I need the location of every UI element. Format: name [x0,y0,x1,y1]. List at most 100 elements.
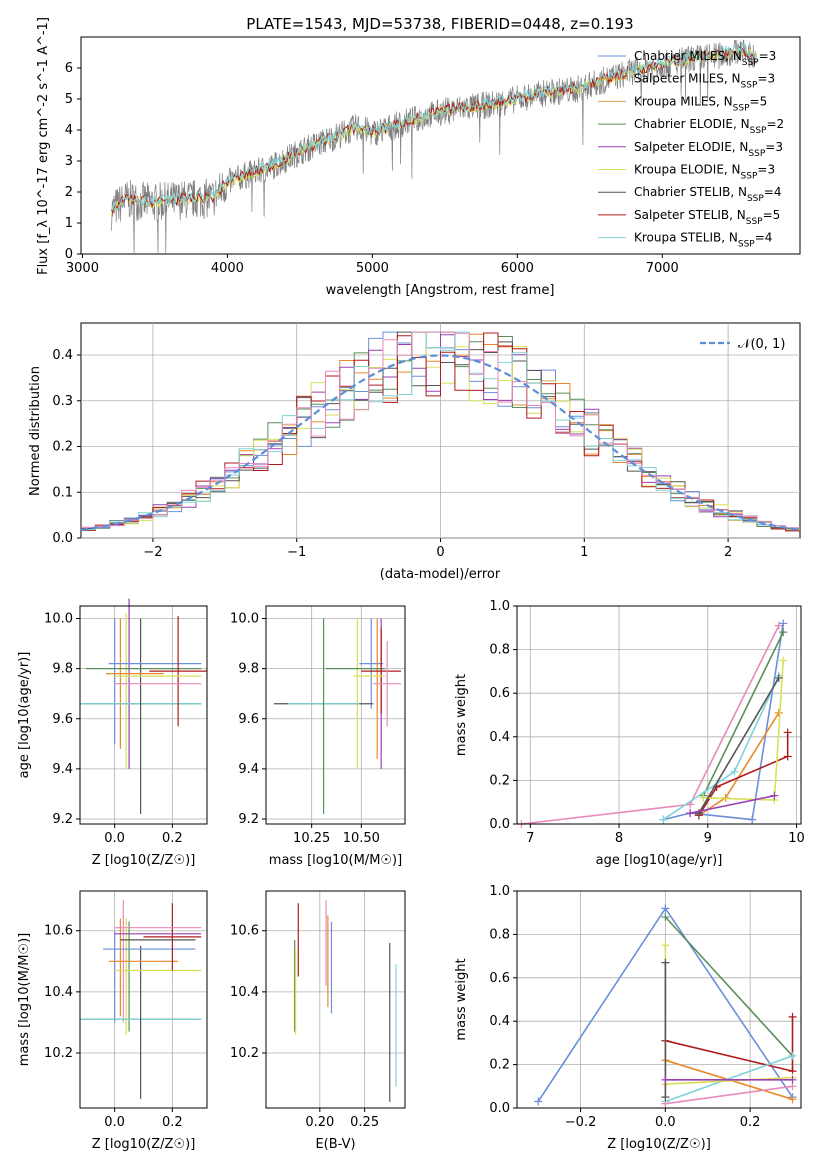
mass_age-ytick-label: 9.8 [238,662,259,677]
mass_age-frame [265,605,406,825]
residuals-panel: −2 −1 0 1 2 0.0 0.1 0.2 0.3 0.4 (data-model)/erro… [28,322,801,582]
ebv_mass-xtick-label: 0.20 [305,1115,334,1130]
residuals-xtick-label: 1 [580,545,588,560]
age_weight-weight-marker [694,809,703,818]
z_mass-xlabel: Z [log10(Z/Z☉)] [92,1137,196,1152]
z_mass-ytick-label: 10.4 [44,985,73,1000]
age-weight-panel: 7 8 9 10 0.0 0.2 0.4 0.6 0.8 1.0 age [log10(age/yr… [454,599,805,868]
spectrum-xlabel: wavelength [Angstrom, rest frame] [326,283,555,298]
spectrum-ytick-label: 5 [65,92,73,107]
age_weight-weight-marker [748,815,757,824]
ebv_mass-xlabel: E(B-V) [315,1137,355,1152]
spectrum-legend-label: Salpeter MILES, NSSP=3 [634,72,775,91]
age_weight-weight-marker [779,619,788,628]
ebv_mass-ytick-label: 10.6 [230,924,259,939]
age_weight-weight-marker [783,752,792,761]
z_weight-ytick-label: 0.2 [489,1058,510,1073]
z_weight-weight-marker [534,1097,543,1106]
spectrum-legend-label: Salpeter ELODIE, NSSP=3 [634,140,783,159]
normal-legend-label: 𝒩(0, 1) [738,337,785,352]
z_weight-xtick-label: 0.2 [740,1115,761,1130]
z_mass-xtick-label: 0.2 [162,1115,183,1130]
z_age-ytick-label: 9.8 [52,662,73,677]
ebv_mass-ytick-label: 10.4 [230,985,259,1000]
mass-age-panel: 10.25 10.50 9.2 9.4 9.6 9.8 10.0 mass [log10(M/… [230,605,406,868]
z_mass-axes-bg [80,891,207,1108]
z-mass-panel: 0.0 0.2 10.2 10.4 10.6 Z [log10(Z/Z☉)] mass [l… [17,890,208,1152]
age_weight-ytick-label: 0.2 [489,773,510,788]
age_weight-weight-marker [686,809,695,818]
age_weight-weight-line [698,732,789,816]
spectrum-title: PLATE=1543, MJD=53738, FIBERID=0448, z=0… [246,15,633,33]
age_weight-ytick-label: 0.4 [489,730,510,745]
z_age-ytick-label: 9.6 [52,712,73,727]
z_weight-weight-marker [661,913,670,922]
z_weight-ytick-label: 0.6 [489,971,510,986]
z_age-frame [79,605,208,825]
age_weight-weight-line [663,623,784,821]
residuals-histogram [81,331,800,529]
z_weight-weight-marker [661,1075,670,1084]
mass_age-ytick-label: 9.2 [238,812,259,827]
spectrum-axes [80,36,801,255]
spectrum-legend-label: Kroupa MILES, NSSP=5 [634,94,767,113]
age_weight-weight-line [689,794,775,814]
ebv-mass-panel: 0.20 0.25 10.2 10.4 10.6 E(B-V) [230,890,406,1152]
z_weight-weight-marker [661,1093,670,1102]
z_weight-weight-marker [788,1012,797,1021]
residuals-ytick-label: 0.4 [52,348,73,363]
normal-curve [80,354,801,532]
spectrum-ytick-label: 1 [65,216,73,231]
ebv_mass-ytick-label: 10.2 [230,1046,259,1061]
spectrum-ytick-label: 3 [65,154,73,169]
spectrum-xtick-label: 3000 [66,261,99,276]
spectrum-xtick-label: 4000 [211,261,244,276]
spectrum-legend-label: Chabrier STELIB, NSSP=4 [634,185,782,204]
age_weight-xtick-label: 7 [526,831,534,846]
age_weight-axes-bg [517,606,801,824]
mass_age-xtick-label: 10.50 [343,831,380,846]
z_age-xtick-label: 0.2 [162,831,183,846]
age_weight-weight-marker [779,628,788,637]
mass_age-ytick-label: 10.0 [230,612,259,627]
z_age-ylabel: age [log10(age/yr)] [17,652,32,779]
z_weight-ytick-label: 0.0 [489,1101,510,1116]
z_weight-xlabel: Z [log10(Z/Z☉)] [607,1137,711,1152]
z_age-ytick-label: 10.0 [44,612,73,627]
z_age-ytick-label: 9.2 [52,812,73,827]
residuals-histogram [81,332,800,532]
z-age-panel: 0.0 0.2 9.2 9.4 9.6 9.8 10.0 Z [log10(Z/Z☉)] age… [17,598,208,868]
spectrum-ytick-label: 6 [65,61,73,76]
age_weight-xtick-label: 9 [704,831,712,846]
z_mass-frame [79,890,208,1109]
z_weight-ytick-label: 0.8 [489,927,510,942]
z_weight-ytick-label: 0.4 [489,1014,510,1029]
residuals-xlabel: (data-model)/error [380,567,501,582]
spectrum-legend-label: Kroupa STELIB, NSSP=4 [634,231,772,250]
z_weight-xtick-label: 0.0 [655,1115,676,1130]
residuals-xtick-label: −1 [287,545,306,560]
mass_age-ytick-label: 9.4 [238,762,259,777]
age_weight-xtick-label: 8 [615,831,623,846]
spectrum-ytick-label: 0 [65,247,73,262]
age_weight-ytick-label: 0.0 [489,817,510,832]
spectrum-model-line [111,42,757,211]
mass_age-xlabel: mass [log10(M/M☉)] [269,853,402,868]
spectrum-xtick-label: 5000 [356,261,389,276]
age_weight-weight-marker [770,791,779,800]
z_weight-ytick-label: 1.0 [489,884,510,899]
spectrum-ytick-label: 2 [65,185,73,200]
age_weight-weight-marker [783,728,792,737]
residuals-xtick-label: 2 [724,545,732,560]
z_age-ytick-label: 9.4 [52,762,73,777]
residuals-ylabel: Normed distribution [28,366,43,496]
ebv_mass-xtick-label: 0.25 [350,1115,379,1130]
spectrum-legend-label: Chabrier ELODIE, NSSP=2 [634,117,784,136]
z_mass-ylabel: mass [log10(M/M☉)] [17,933,32,1066]
z_mass-ytick-label: 10.6 [44,924,73,939]
residuals-ytick-label: 0.3 [52,394,73,409]
age_weight-ytick-label: 0.6 [489,686,510,701]
z_mass-ytick-label: 10.2 [44,1046,73,1061]
age_weight-weight-marker [730,767,739,776]
